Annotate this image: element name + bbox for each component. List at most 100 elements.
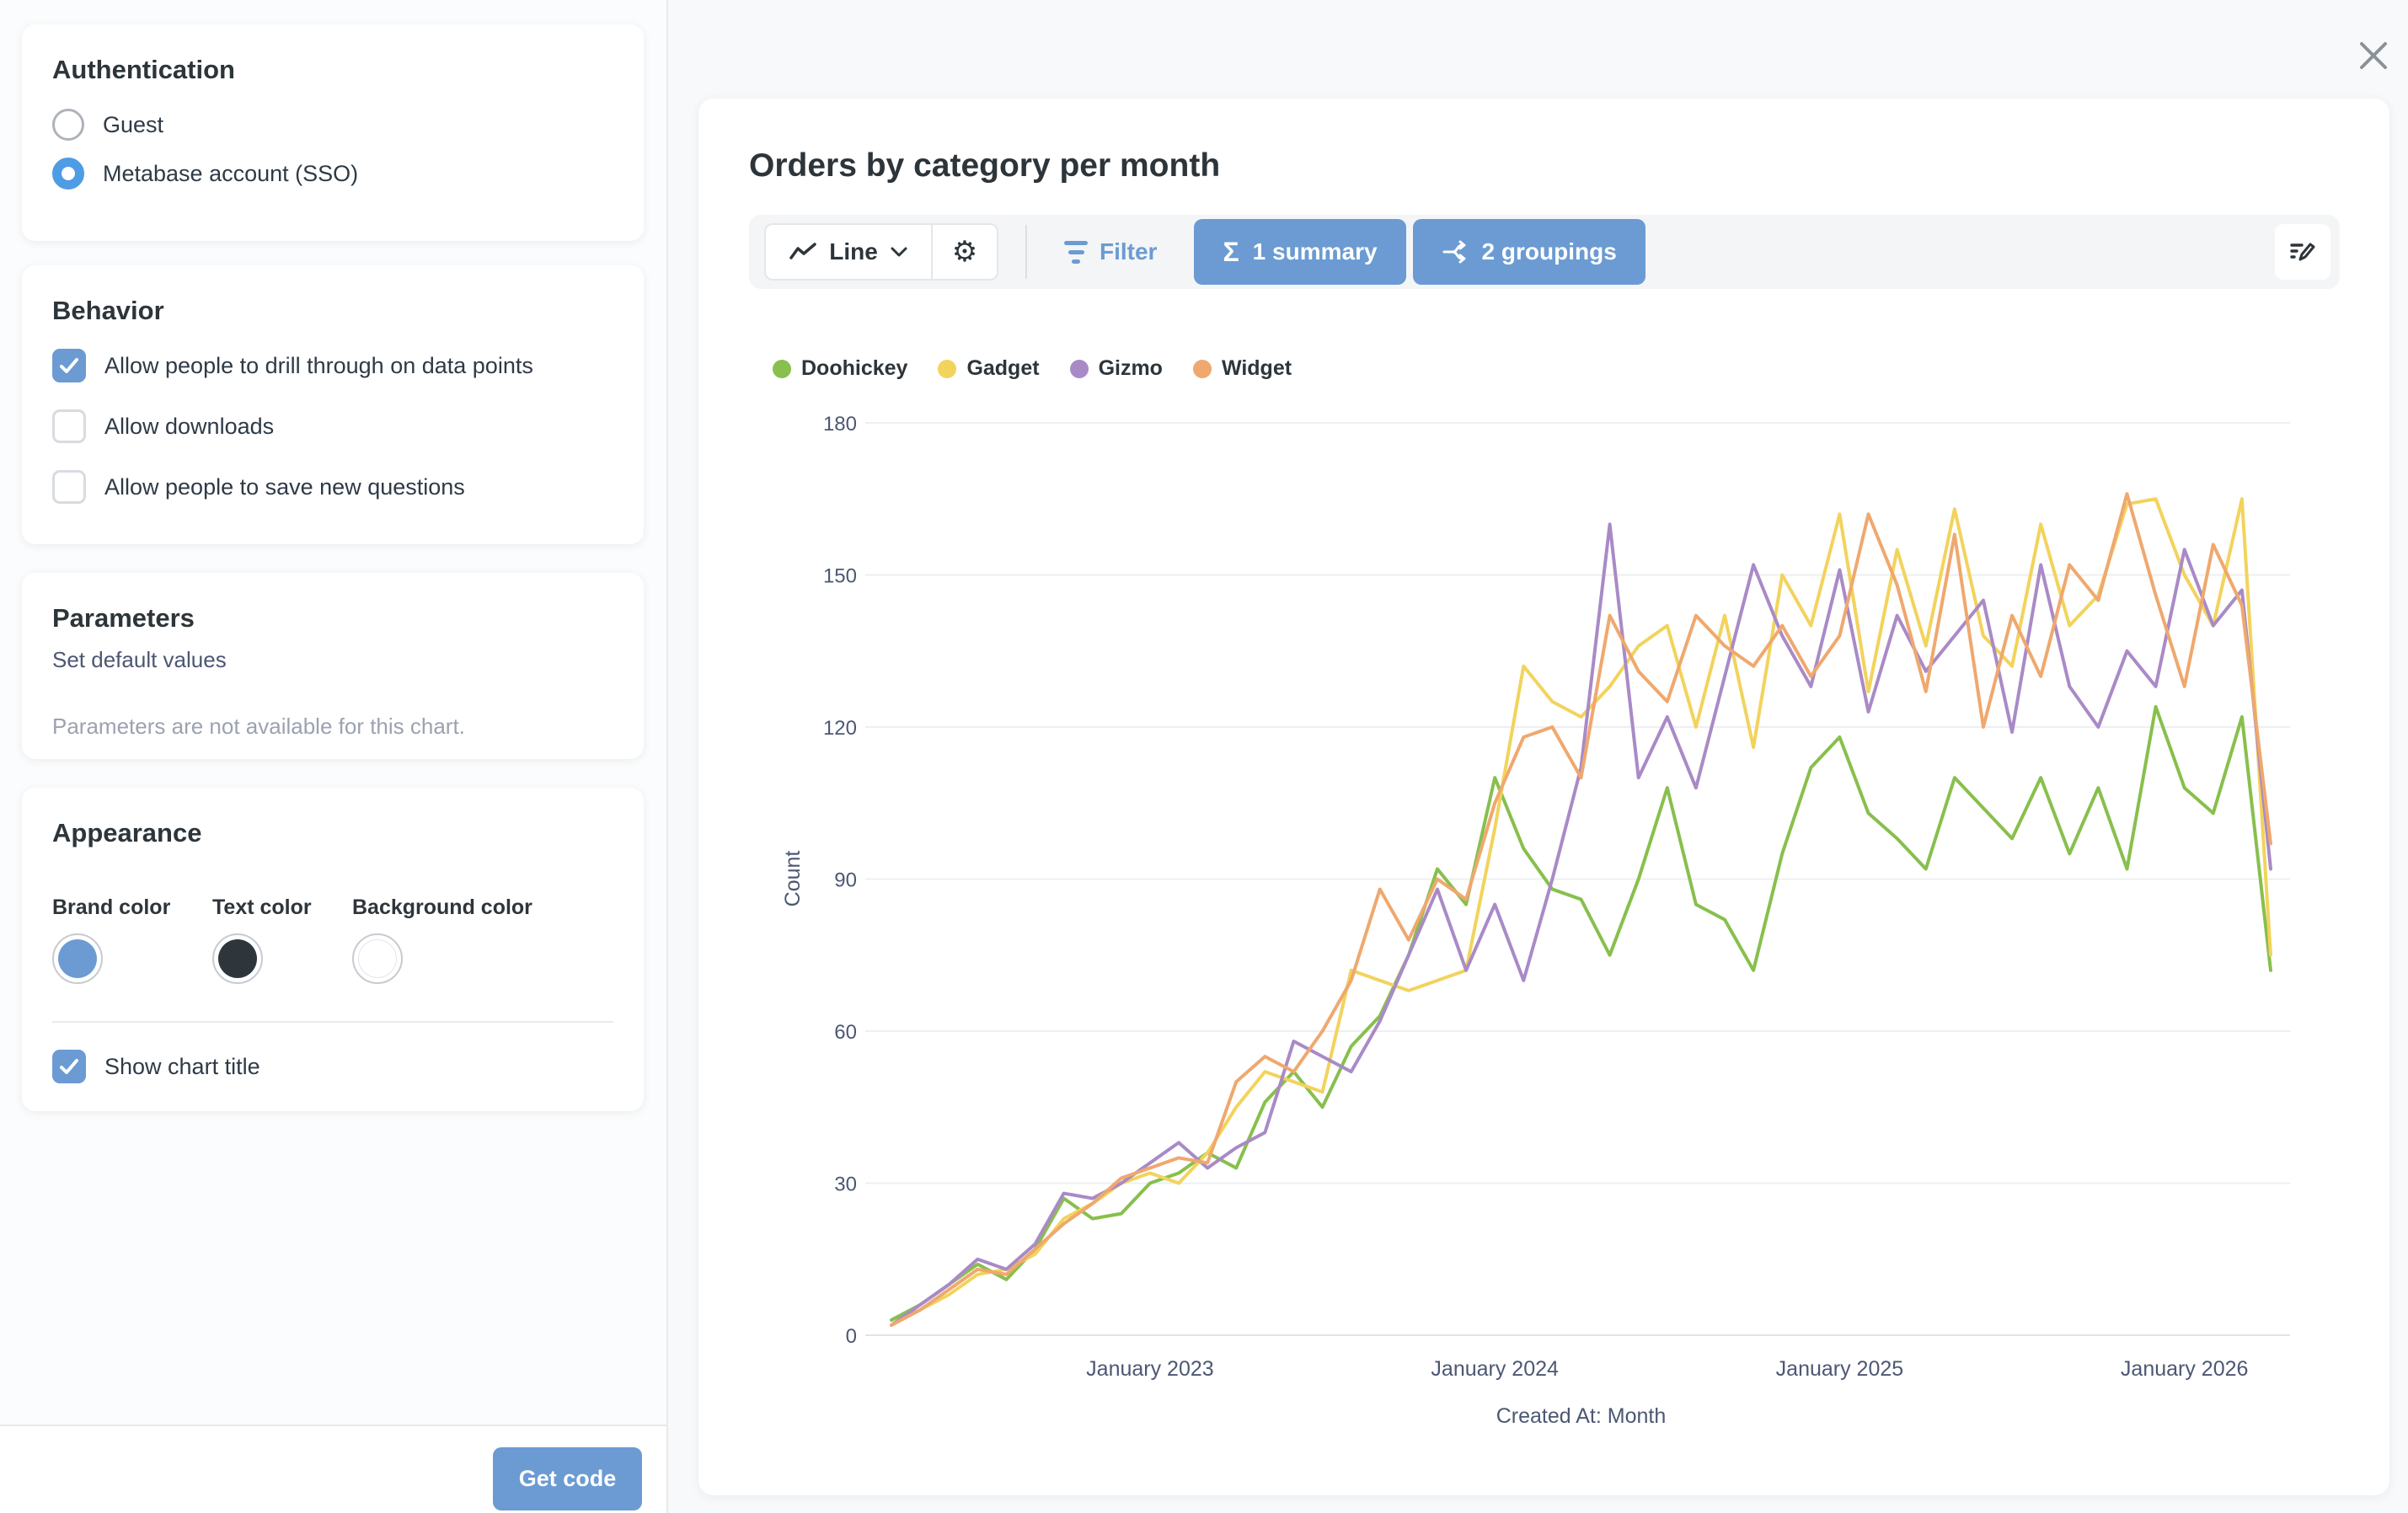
- trend-line-icon: [789, 243, 816, 259]
- radio-sso[interactable]: [52, 158, 84, 190]
- series-gizmo[interactable]: [890, 522, 2272, 1327]
- check-icon: [60, 358, 78, 373]
- y-axis-title: Count: [783, 851, 805, 907]
- legend-label: Gizmo: [1098, 356, 1163, 380]
- settings-sidebar: Authentication Guest Metabase account (S…: [0, 0, 668, 1513]
- toolbar-divider: [1025, 225, 1027, 279]
- text-color-label: Text color: [212, 896, 312, 919]
- checkbox-show-chart-title[interactable]: [52, 1050, 86, 1083]
- show-chart-title-label: Show chart title: [104, 1053, 260, 1079]
- background-color-value: [358, 939, 397, 978]
- chart-legend: Doohickey Gadget Gizmo Widget: [773, 356, 1292, 381]
- x-tick-label: January 2023: [1086, 1357, 1214, 1381]
- series-gadget[interactable]: [890, 497, 2272, 1327]
- parameters-subtitle: Set default values: [52, 647, 227, 672]
- get-code-button[interactable]: Get code: [493, 1447, 642, 1510]
- legend-item-widget[interactable]: Widget: [1192, 356, 1292, 381]
- behavior-option-label: Allow people to drill through on data po…: [104, 352, 533, 378]
- x-tick-label: January 2025: [1776, 1357, 1904, 1381]
- edit-chart-button[interactable]: [2275, 224, 2330, 280]
- series-widget[interactable]: [890, 492, 2272, 1327]
- gear-icon: ⚙: [951, 235, 978, 269]
- appearance-title: Appearance: [52, 818, 202, 847]
- chart-settings-button[interactable]: ⚙: [931, 225, 997, 279]
- text-color-swatch[interactable]: [212, 933, 263, 984]
- legend-item-gadget[interactable]: Gadget: [938, 356, 1040, 381]
- chart-preview-card: Orders by category per month Line ⚙ Filt…: [698, 99, 2389, 1495]
- summary-button[interactable]: Σ 1 summary: [1194, 219, 1406, 285]
- authentication-card: Authentication Guest Metabase account (S…: [22, 24, 644, 241]
- text-color-picker: Text color: [212, 896, 312, 984]
- summary-label: 1 summary: [1252, 238, 1378, 265]
- legend-dot: [938, 359, 957, 378]
- background-color-picker: Background color: [352, 896, 532, 984]
- chart-type-dropdown[interactable]: Line: [766, 225, 931, 279]
- groupings-label: 2 groupings: [1481, 238, 1617, 265]
- show-chart-title-option[interactable]: Show chart title: [52, 1047, 260, 1086]
- appearance-divider: [52, 1021, 613, 1023]
- y-tick-label: 180: [823, 413, 857, 436]
- brand-color-label: Brand color: [52, 896, 171, 919]
- legend-dot: [1069, 359, 1089, 378]
- x-tick-label: January 2024: [1431, 1357, 1559, 1381]
- x-tick-label: January 2026: [2121, 1357, 2249, 1381]
- filter-button[interactable]: Filter: [1064, 238, 1157, 265]
- behavior-option-save-questions[interactable]: Allow people to save new questions: [52, 468, 613, 506]
- line-chart[interactable]: 0 30 60 90 120 150 180 January 2023 January 2024…: [783, 377, 2333, 1472]
- chart-type-control: Line ⚙: [764, 223, 998, 281]
- chevron-down-icon: [891, 247, 907, 257]
- legend-item-gizmo[interactable]: Gizmo: [1069, 356, 1163, 381]
- y-tick-label: 90: [834, 869, 857, 892]
- behavior-option-downloads[interactable]: Allow downloads: [52, 407, 613, 446]
- brand-color-value: [58, 939, 97, 978]
- check-icon: [60, 1059, 78, 1074]
- behavior-option-drill[interactable]: Allow people to drill through on data po…: [52, 346, 613, 385]
- checkbox-drill-through[interactable]: [52, 349, 86, 382]
- y-tick-label: 120: [823, 717, 857, 740]
- close-icon: [2360, 41, 2387, 69]
- text-color-value: [218, 939, 257, 978]
- legend-dot: [1192, 359, 1212, 378]
- split-icon: [1442, 240, 1466, 264]
- series-doohickey[interactable]: [890, 704, 2272, 1322]
- parameters-card: Parameters Set default values Parameters…: [22, 573, 644, 759]
- legend-item-doohickey[interactable]: Doohickey: [773, 356, 907, 381]
- chart-toolbar: Line ⚙ Filter Σ 1 summary 2 gro: [749, 215, 2340, 289]
- filter-label: Filter: [1100, 238, 1158, 265]
- background-color-swatch[interactable]: [352, 933, 403, 984]
- y-tick-label: 60: [834, 1021, 857, 1044]
- behavior-card: Behavior Allow people to drill through o…: [22, 265, 644, 544]
- close-button[interactable]: [2352, 35, 2395, 78]
- funnel-icon: [1064, 240, 1088, 264]
- auth-option-label: Guest: [103, 111, 164, 137]
- get-code-label: Get code: [518, 1466, 617, 1491]
- brand-color-swatch[interactable]: [52, 933, 103, 984]
- legend-label: Widget: [1221, 356, 1292, 380]
- checkbox-save-questions[interactable]: [52, 470, 86, 504]
- auth-option-label: Metabase account (SSO): [103, 160, 359, 186]
- legend-dot: [773, 359, 791, 378]
- authentication-title: Authentication: [52, 55, 235, 84]
- chart-title: Orders by category per month: [749, 147, 1221, 184]
- auth-option-guest[interactable]: Guest: [52, 105, 613, 144]
- behavior-title: Behavior: [52, 296, 164, 325]
- sidebar-footer: Get code: [0, 1425, 666, 1513]
- sigma-icon: Σ: [1223, 237, 1239, 267]
- legend-label: Gadget: [966, 356, 1040, 380]
- x-axis-title: Created At: Month: [1496, 1404, 1667, 1428]
- parameters-empty-message: Parameters are not available for this ch…: [52, 714, 465, 739]
- behavior-option-label: Allow downloads: [104, 413, 275, 439]
- auth-option-sso[interactable]: Metabase account (SSO): [52, 154, 613, 193]
- y-tick-label: 30: [834, 1174, 857, 1196]
- checkbox-downloads[interactable]: [52, 409, 86, 443]
- chart-type-label: Line: [829, 238, 878, 265]
- legend-label: Doohickey: [801, 356, 908, 380]
- y-tick-label: 0: [846, 1325, 857, 1348]
- background-color-label: Background color: [352, 896, 532, 919]
- brand-color-picker: Brand color: [52, 896, 170, 984]
- y-tick-label: 150: [823, 565, 857, 588]
- groupings-button[interactable]: 2 groupings: [1412, 219, 1645, 285]
- radio-guest[interactable]: [52, 109, 84, 141]
- edit-pencil-icon: [2290, 243, 2315, 261]
